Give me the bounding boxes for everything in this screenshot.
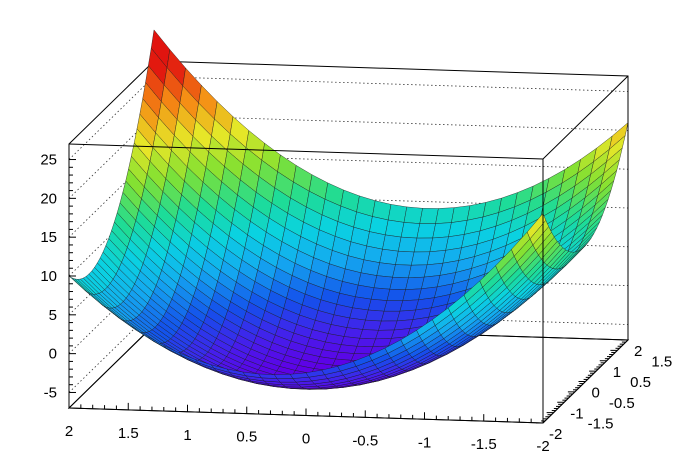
- x-axis: 2 1.5 1 0.5 0 -0.5 -1 -1.5 -2: [65, 401, 550, 455]
- surface-cell: [398, 236, 418, 253]
- surface-cell: [411, 251, 431, 266]
- surface-cell: [389, 276, 409, 290]
- x-tick-label: 1.5: [118, 425, 139, 442]
- y-tick-label: 0: [592, 385, 600, 402]
- x-tick-label: 2: [65, 423, 73, 440]
- y-tick-label: -1: [570, 405, 583, 422]
- y-tick-label: -0.5: [609, 395, 635, 412]
- surface-cell: [356, 338, 376, 347]
- surface-cell: [381, 310, 401, 322]
- surface-cell: [362, 319, 382, 331]
- y-tick-label: -2: [549, 426, 562, 443]
- x-tick-label: -1.5: [471, 436, 497, 453]
- surface-cell: [376, 262, 396, 278]
- surface-cell: [392, 264, 412, 279]
- surface-cell: [378, 320, 398, 331]
- z-tick-label: 25: [40, 152, 57, 169]
- surface-cell: [419, 208, 439, 224]
- surface-cell: [382, 234, 402, 252]
- z-axis: -5 0 5 10 15 20 25: [40, 152, 76, 401]
- surface-cell: [405, 276, 425, 290]
- surface-cell: [370, 287, 391, 301]
- surface-cell: [435, 207, 455, 224]
- z-tick-label: 20: [40, 190, 57, 207]
- x-tick-label: -0.5: [352, 432, 378, 449]
- surface-cell: [365, 309, 385, 322]
- surface-cell: [385, 219, 405, 238]
- surface-cell: [403, 206, 423, 224]
- surface-cell: [386, 288, 406, 301]
- x-tick-label: 1: [183, 427, 191, 444]
- surface-cell: [383, 300, 404, 312]
- surface-cell: [368, 298, 388, 312]
- surface-cell: [400, 222, 421, 239]
- x-tick-label: 0: [302, 431, 310, 448]
- x-tick-label: -1: [418, 434, 431, 451]
- z-tick-label: 5: [49, 307, 57, 324]
- y-tick-label: 1: [613, 364, 621, 381]
- surface-cell: [273, 374, 294, 379]
- surface-cell: [359, 329, 379, 340]
- x-tick-label: -2: [536, 438, 549, 455]
- y-tick-label: 2: [634, 343, 642, 360]
- surface-cell: [416, 223, 436, 239]
- surface-plot: [68, 29, 629, 390]
- y-axis: 2 1.5 1 0.5 0 -0.5 -1 -1.5 -2: [536, 339, 672, 443]
- z-tick-label: -5: [44, 384, 57, 401]
- surface-cell: [373, 275, 393, 290]
- surface-cell: [395, 250, 415, 266]
- surface-cell: [379, 248, 399, 265]
- surface-cell: [526, 212, 547, 240]
- surface-cell: [353, 346, 374, 355]
- y-tick-label: 1.5: [651, 353, 672, 370]
- y-tick-label: -1.5: [588, 416, 614, 433]
- z-tick-label: 10: [40, 268, 57, 285]
- z-tick-label: 15: [40, 229, 57, 246]
- x-tick-label: 0.5: [236, 429, 257, 446]
- surface-cell: [387, 204, 408, 223]
- surface-cell: [276, 378, 297, 383]
- axis-frame: [68, 75, 629, 424]
- z-tick-label: 0: [49, 346, 57, 363]
- surface-cell: [413, 237, 433, 253]
- surface-cell: [279, 381, 300, 386]
- y-tick-label: 0.5: [630, 374, 651, 391]
